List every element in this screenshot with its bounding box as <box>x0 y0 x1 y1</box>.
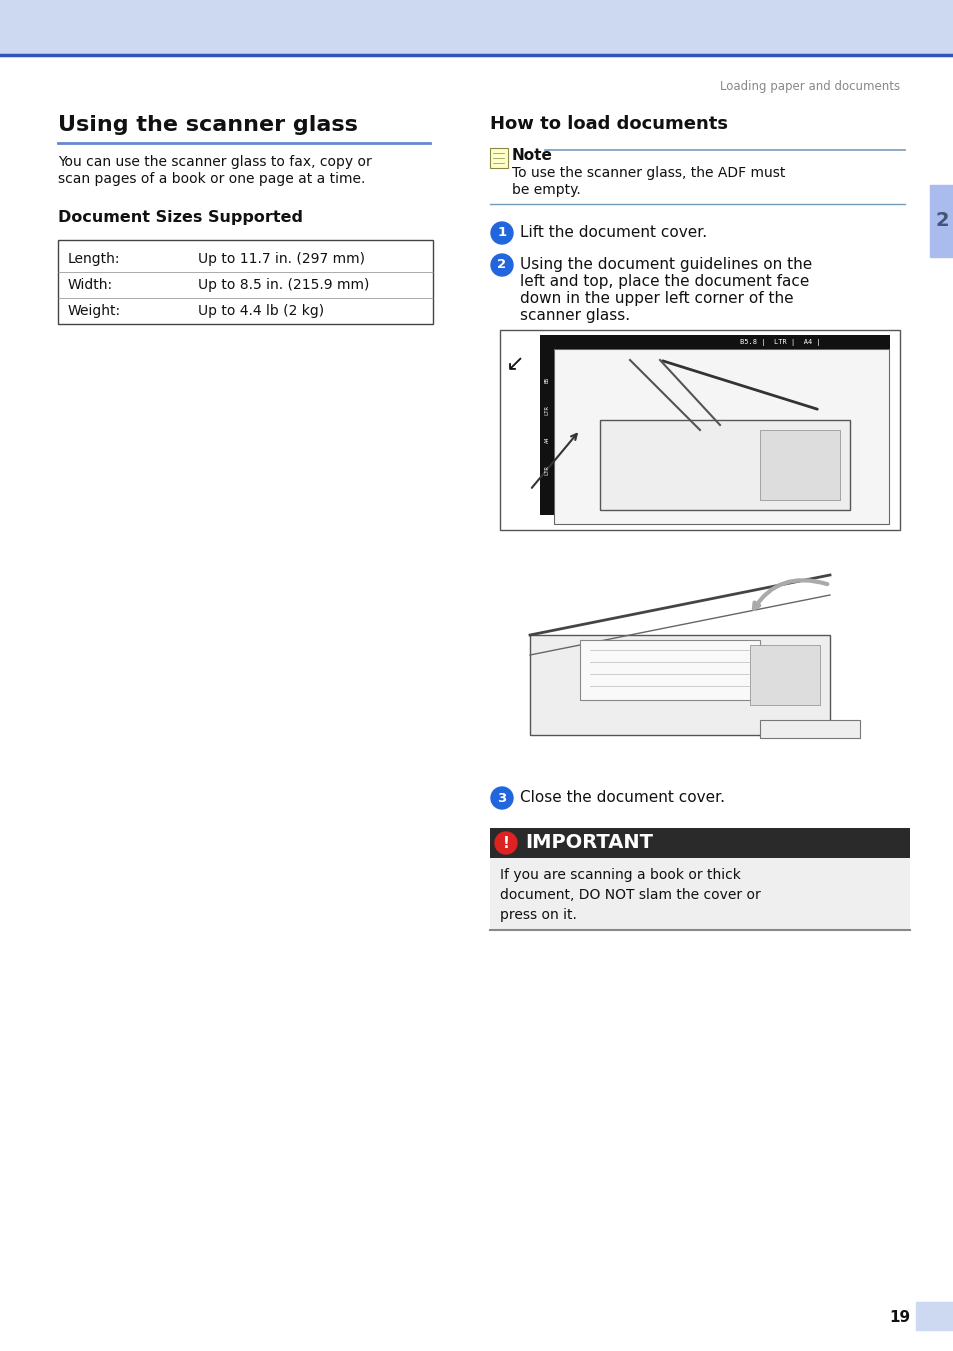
Text: 19: 19 <box>888 1310 909 1325</box>
Text: Close the document cover.: Close the document cover. <box>519 790 724 805</box>
Bar <box>929 185 953 257</box>
Text: scan pages of a book or one page at a time.: scan pages of a book or one page at a ti… <box>58 172 365 186</box>
Text: Loading paper and documents: Loading paper and documents <box>720 80 899 93</box>
Text: ↙: ↙ <box>505 354 524 374</box>
Text: !: ! <box>502 835 509 851</box>
Bar <box>490 149 507 168</box>
Text: To use the scanner glass, the ADF must: To use the scanner glass, the ADF must <box>512 166 784 180</box>
Text: be empty.: be empty. <box>512 182 580 197</box>
Text: 2: 2 <box>934 212 948 231</box>
Text: document, DO NOT slam the cover or: document, DO NOT slam the cover or <box>499 888 760 902</box>
Text: B5: B5 <box>544 377 549 384</box>
Text: If you are scanning a book or thick: If you are scanning a book or thick <box>499 867 740 882</box>
Text: A4: A4 <box>544 436 549 443</box>
Circle shape <box>491 222 513 245</box>
Text: scanner glass.: scanner glass. <box>519 308 630 323</box>
Text: Using the scanner glass: Using the scanner glass <box>58 115 357 135</box>
Text: Note: Note <box>512 149 553 163</box>
Text: Length:: Length: <box>68 253 120 266</box>
Text: Using the document guidelines on the: Using the document guidelines on the <box>519 257 811 272</box>
Text: 3: 3 <box>497 792 506 804</box>
Circle shape <box>491 788 513 809</box>
Text: Width:: Width: <box>68 278 113 292</box>
Bar <box>490 858 909 929</box>
Bar <box>760 720 859 738</box>
Bar <box>760 430 840 500</box>
Text: B5.8 |  LTR |  A4 |: B5.8 | LTR | A4 | <box>739 339 820 346</box>
Text: Up to 4.4 lb (2 kg): Up to 4.4 lb (2 kg) <box>198 304 324 317</box>
Text: 2: 2 <box>497 258 506 272</box>
Circle shape <box>495 832 517 854</box>
Bar <box>530 635 829 735</box>
Text: Document Sizes Supported: Document Sizes Supported <box>58 209 303 226</box>
Bar <box>539 335 554 515</box>
Text: Up to 11.7 in. (297 mm): Up to 11.7 in. (297 mm) <box>198 253 365 266</box>
Text: press on it.: press on it. <box>499 908 577 921</box>
Text: Lift the document cover.: Lift the document cover. <box>519 226 706 240</box>
Bar <box>539 335 889 349</box>
Text: LTR: LTR <box>544 405 549 415</box>
Text: Up to 8.5 in. (215.9 mm): Up to 8.5 in. (215.9 mm) <box>198 278 369 292</box>
Bar <box>58 240 433 324</box>
Text: Weight:: Weight: <box>68 304 121 317</box>
Circle shape <box>491 254 513 276</box>
Text: You can use the scanner glass to fax, copy or: You can use the scanner glass to fax, co… <box>58 155 372 169</box>
Bar <box>599 420 849 509</box>
Bar <box>579 640 760 700</box>
Bar <box>749 644 820 705</box>
Bar <box>499 555 899 775</box>
Text: IMPORTANT: IMPORTANT <box>524 834 652 852</box>
Bar <box>915 1302 953 1329</box>
Bar <box>554 349 888 524</box>
Text: down in the upper left corner of the: down in the upper left corner of the <box>519 290 793 305</box>
Text: 1: 1 <box>497 227 506 239</box>
Bar <box>490 828 909 858</box>
Text: left and top, place the document face: left and top, place the document face <box>519 274 808 289</box>
Text: How to load documents: How to load documents <box>490 115 727 132</box>
FancyArrowPatch shape <box>662 361 817 409</box>
Bar <box>499 330 899 530</box>
Text: LTR: LTR <box>544 465 549 474</box>
Bar <box>0 0 953 55</box>
